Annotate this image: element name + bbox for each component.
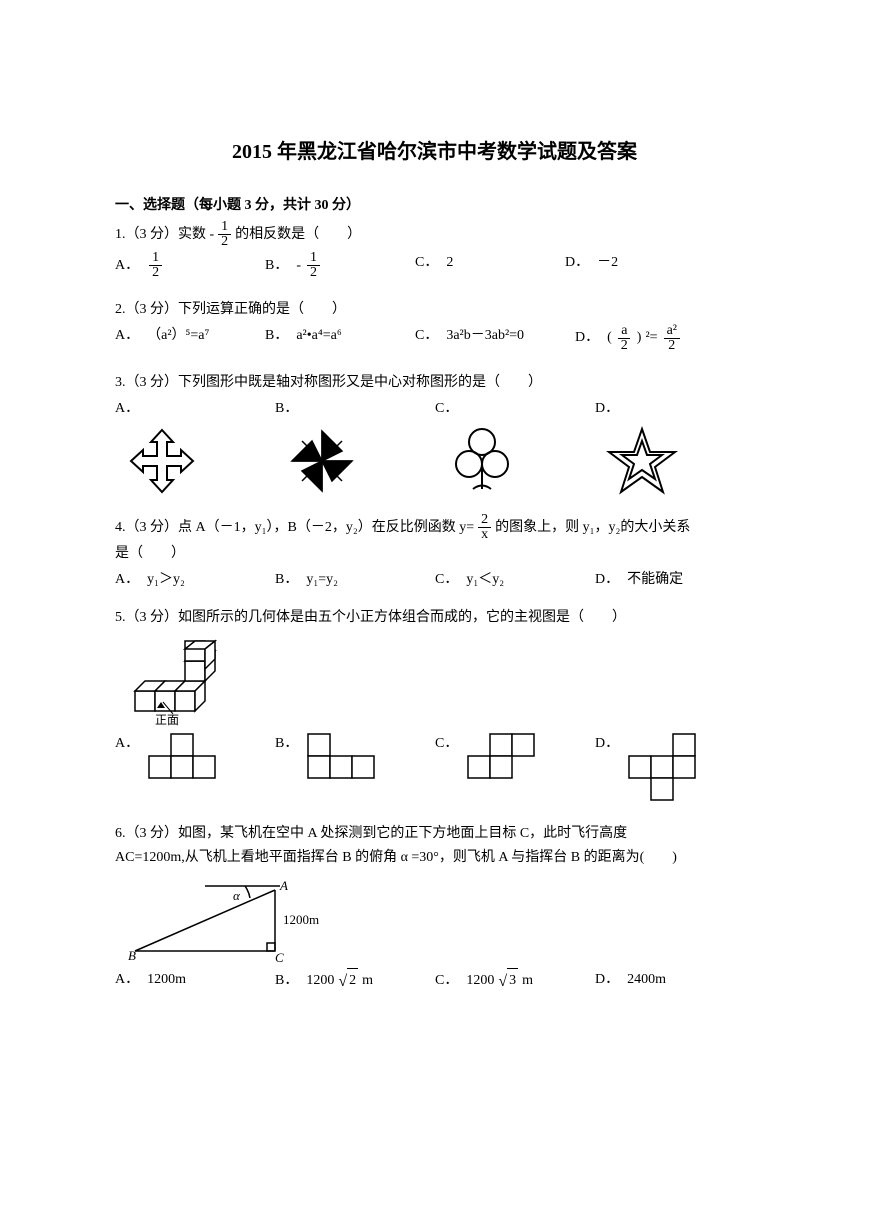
page: 2015 年黑龙江省哈尔滨市中考数学试题及答案 一、选择题（每小题 3 分，共计… — [0, 0, 869, 1228]
q4-stem: 4.（3 分）点 A（－1，y₁），B（－2，y₂）在反比例函数 y= 2 x … — [115, 513, 754, 542]
question-5: 5.（3 分）如图所示的几何体是由五个小正方体组合而成的，它的主视图是（ ） — [115, 606, 754, 804]
q6-options: A． 1200m B． 1200 √ 2 m C． 1200 √ 3 m — [115, 968, 754, 995]
question-2: 2.（3 分）下列运算正确的是（ ） A． （a²）⁵=a⁷ B． a²•a⁴=… — [115, 298, 754, 353]
q3-opt-d: D． — [595, 397, 745, 500]
q3-opt-a: A． — [115, 397, 275, 500]
q5-solid-figure: 正面 — [125, 636, 754, 730]
q3-shape-b — [285, 424, 360, 499]
q1-options: A． 1 2 B． - 1 2 C． 2 D． －2 — [115, 251, 754, 280]
question-3: 3.（3 分）下列图形中既是轴对称图形又是中心对称图形的是（ ） A． B． — [115, 371, 754, 500]
q6-label-b: B — [128, 948, 136, 963]
q5-options: A． B． — [115, 732, 754, 804]
q6-opt-c: C． 1200 √ 3 m — [435, 968, 595, 995]
q2-options: A． （a²）⁵=a⁷ B． a²•a⁴=a⁶ C． 3a²b－3ab²=0 D… — [115, 324, 754, 353]
q2-stem: 2.（3 分）下列运算正确的是（ ） — [115, 298, 754, 322]
q2-opt-c: C． 3a²b－3ab²=0 — [415, 324, 575, 348]
q1-opt-b: B． - 1 2 — [265, 251, 415, 280]
q5-view-b — [306, 732, 376, 782]
question-6: 6.（3 分）如图，某飞机在空中 A 处探测到它的正下方地面上目标 C，此时飞行… — [115, 822, 754, 995]
q6-label-a: A — [279, 878, 288, 893]
q2-opt-a: A． （a²）⁵=a⁷ — [115, 324, 265, 348]
q2-d-frac2: a² 2 — [664, 324, 680, 353]
q3-opt-b: B． — [275, 397, 435, 500]
q5-stem: 5.（3 分）如图所示的几何体是由五个小正方体组合而成的，它的主视图是（ ） — [115, 606, 754, 630]
question-4: 4.（3 分）点 A（－1，y₁），B（－2，y₂）在反比例函数 y= 2 x … — [115, 513, 754, 592]
q4-stem-frac: 2 x — [478, 513, 491, 542]
q6-b-sqrt: √ 2 — [338, 968, 358, 995]
question-1: 1.（3 分）实数 - 1 2 的相反数是（ ） A． 1 2 B． - 1 2 — [115, 220, 754, 280]
q5-view-c — [466, 732, 558, 782]
q4-stem-line2: 是（ ） — [115, 542, 754, 566]
q2-opt-d: D． ( a 2 ) ²= a² 2 — [575, 324, 735, 353]
q6-stem-line1: 6.（3 分）如图，某飞机在空中 A 处探测到它的正下方地面上目标 C，此时飞行… — [115, 822, 754, 846]
q6-label-c: C — [275, 950, 284, 965]
q4-options: A． y₁＞y₂ B． y₁=y₂ C． y₁＜y₂ D． 不能确定 — [115, 568, 754, 592]
q5-opt-b: B． — [275, 732, 435, 782]
q6-label-1200m: 1200m — [283, 912, 319, 927]
q1-stem: 1.（3 分）实数 - 1 2 的相反数是（ ） — [115, 220, 754, 249]
q5-view-a — [147, 732, 217, 782]
q3-opt-c: C． — [435, 397, 595, 500]
q3-stem: 3.（3 分）下列图形中既是轴对称图形又是中心对称图形的是（ ） — [115, 371, 754, 395]
q3-shape-a — [125, 424, 200, 499]
q4-opt-c: C． y₁＜y₂ — [435, 568, 595, 592]
q1-stem-frac: 1 2 — [218, 220, 231, 249]
q2-opt-b: B． a²•a⁴=a⁶ — [265, 324, 415, 348]
q3-shape-d — [605, 424, 680, 499]
q4-opt-b: B． y₁=y₂ — [275, 568, 435, 592]
q1-stem-suffix: 的相反数是（ ） — [235, 223, 361, 247]
q1-opt-a: A． 1 2 — [115, 251, 265, 280]
q6-figure: A B C α 1200m — [125, 876, 754, 966]
q6-opt-d: D． 2400m — [595, 968, 745, 992]
q3-shape-c — [445, 424, 520, 499]
q1-stem-prefix: 1.（3 分）实数 - — [115, 223, 214, 247]
q1-b-frac: 1 2 — [307, 251, 320, 280]
q1-opt-d: D． －2 — [565, 251, 715, 275]
q5-view-d — [627, 732, 719, 804]
q1-opt-c: C． 2 — [415, 251, 565, 275]
q4-stem-suffix: 的图象上，则 y₁，y₂的大小关系 — [495, 516, 690, 540]
page-title: 2015 年黑龙江省哈尔滨市中考数学试题及答案 — [115, 135, 754, 164]
q4-stem-prefix: 4.（3 分）点 A（－1，y₁），B（－2，y₂）在反比例函数 y= — [115, 516, 474, 540]
q6-label-alpha: α — [233, 888, 241, 903]
q5-opt-a: A． — [115, 732, 275, 782]
q2-d-frac1: a 2 — [618, 324, 631, 353]
q5-front-label: 正面 — [155, 710, 754, 730]
q4-opt-a: A． y₁＞y₂ — [115, 568, 275, 592]
q6-opt-a: A． 1200m — [115, 968, 275, 992]
q5-opt-c: C． — [435, 732, 595, 782]
section-header-1: 一、选择题（每小题 3 分，共计 30 分） — [115, 194, 754, 214]
q5-opt-d: D． — [595, 732, 745, 804]
q6-c-sqrt: √ 3 — [498, 968, 518, 995]
q3-options: A． B． — [115, 397, 754, 500]
q1-a-frac: 1 2 — [149, 251, 162, 280]
q6-opt-b: B． 1200 √ 2 m — [275, 968, 435, 995]
q6-stem-line2: AC=1200m,从飞机上看地平面指挥台 B 的俯角 α =30°，则飞机 A … — [115, 846, 754, 870]
q4-opt-d: D． 不能确定 — [595, 568, 745, 592]
